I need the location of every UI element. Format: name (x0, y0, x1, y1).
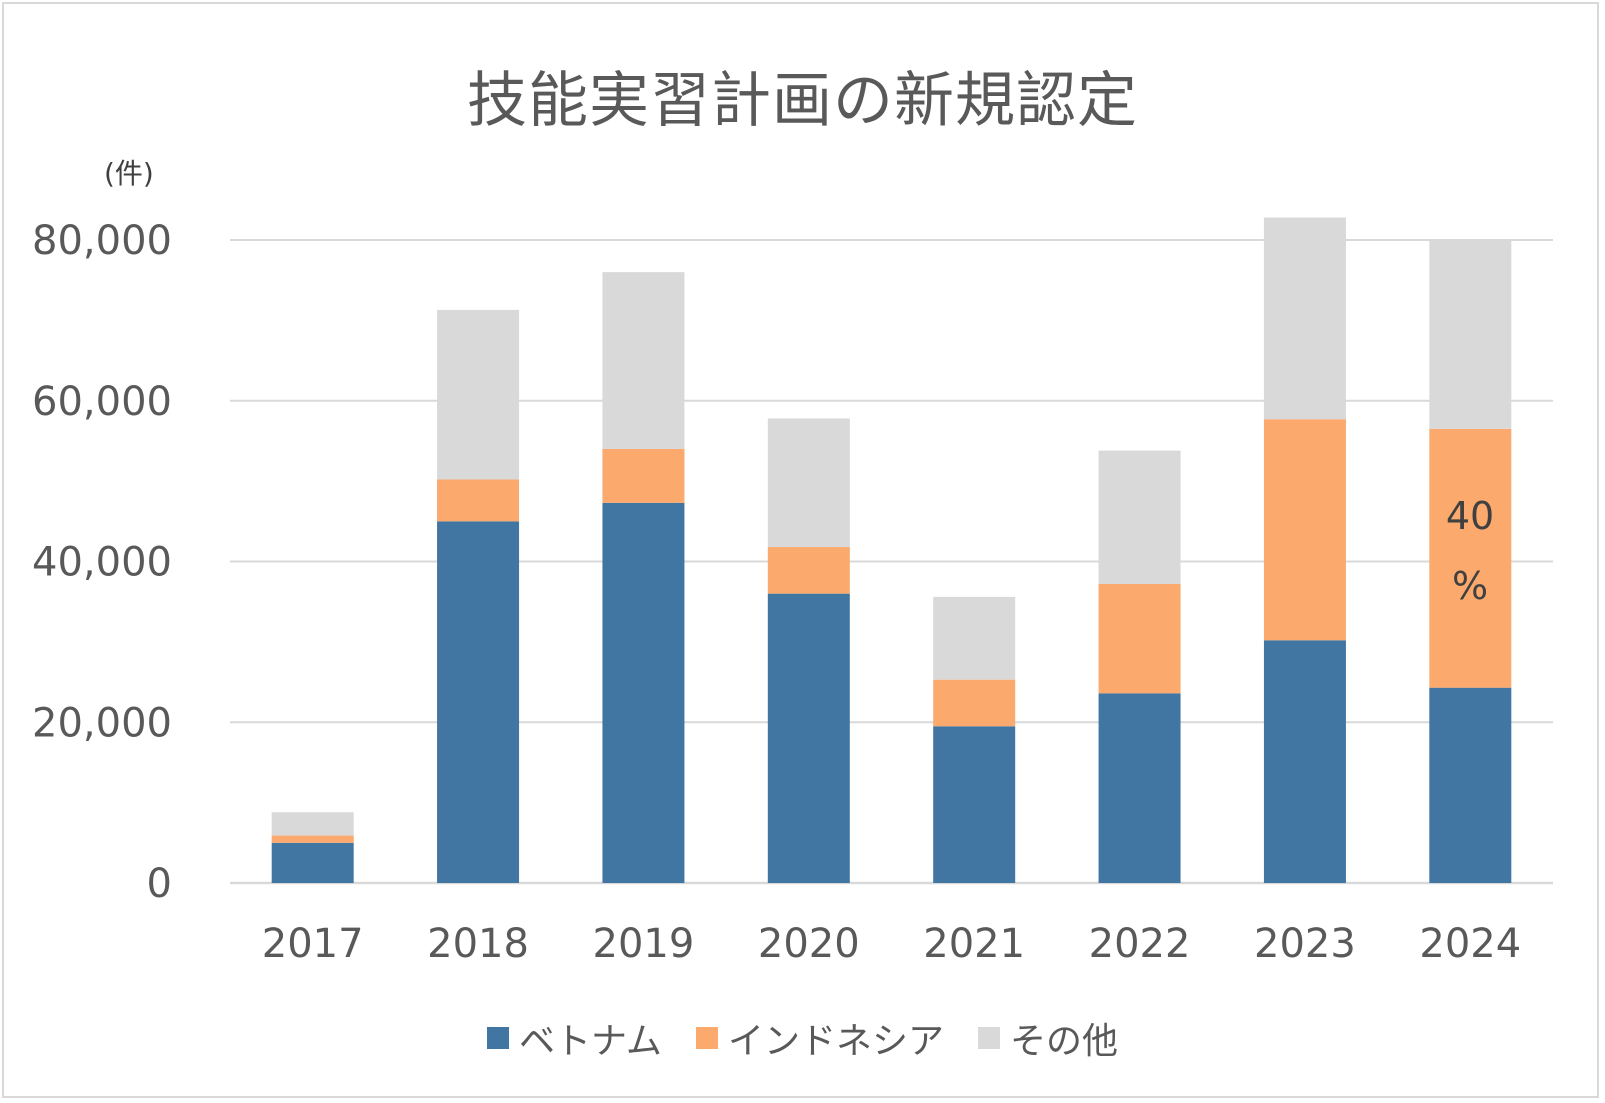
bar-2019-series-2 (602, 272, 685, 449)
bar-2018-series-2 (437, 309, 520, 480)
legend-label-vietnam: ベトナム (519, 1021, 662, 1062)
x-axis-ticks: 2017 2018 2019 2020 2021 2022 2023 2024 (262, 921, 1521, 967)
y-tick-label-40000: 40,000 (32, 540, 172, 586)
x-tick-label-2022: 2022 (1089, 921, 1191, 967)
x-tick-label-2019: 2019 (593, 921, 695, 967)
legend-label-indonesia: インドネシア (727, 1021, 944, 1062)
bar-2022-series-0 (1098, 693, 1181, 883)
bar-2019-series-1 (602, 448, 685, 503)
bar-2017-series-2 (271, 812, 354, 836)
bar-2023-series-0 (1263, 640, 1346, 883)
legend-item-indonesia: インドネシア (695, 1012, 944, 1064)
bar-2024-series-2 (1429, 240, 1512, 429)
bar-2020-series-0 (767, 593, 850, 883)
legend-label-other: その他 (1009, 1021, 1118, 1062)
bar-2020-series-2 (767, 418, 850, 548)
annotations: 40 % (1446, 494, 1494, 608)
legend-swatch-indonesia (695, 1027, 718, 1049)
y-tick-label-80000: 80,000 (32, 218, 172, 264)
annotation-40-percent-value: 40 (1446, 494, 1494, 538)
bar-2017-series-1 (271, 835, 354, 843)
legend-item-other: その他 (977, 1012, 1118, 1064)
y-axis-ticks: 0 20,000 40,000 60,000 80,000 (32, 218, 172, 907)
chart-legend: ベトナム インドネシア その他 (0, 1012, 1605, 1064)
x-tick-label-2018: 2018 (427, 921, 529, 967)
bar-2021-series-2 (933, 596, 1016, 680)
x-tick-label-2023: 2023 (1254, 921, 1356, 967)
gridlines (230, 239, 1553, 885)
annotation-40-percent-sign: % (1452, 564, 1488, 608)
bar-2018-series-1 (437, 479, 520, 522)
chart-title: 技能実習計画の新規認定 (467, 66, 1138, 136)
legend-swatch-other (977, 1027, 1000, 1049)
bar-2022-series-1 (1098, 584, 1181, 694)
bar-2023-series-1 (1263, 419, 1346, 641)
bars (271, 217, 1512, 883)
bar-2023-series-2 (1263, 217, 1346, 420)
legend-swatch-vietnam (487, 1027, 510, 1049)
x-tick-label-2020: 2020 (758, 921, 860, 967)
y-axis-unit-label: (件) (104, 157, 154, 190)
bar-2017-series-0 (271, 842, 354, 883)
legend-item-vietnam: ベトナム (487, 1012, 662, 1064)
bar-2024-series-0 (1429, 687, 1512, 883)
bar-2021-series-0 (933, 726, 1016, 883)
bar-2024-series-1 (1429, 428, 1512, 688)
bar-2018-series-0 (437, 521, 520, 883)
x-tick-label-2024: 2024 (1419, 921, 1521, 967)
bar-2020-series-1 (767, 547, 850, 594)
y-tick-label-60000: 60,000 (32, 379, 172, 425)
bar-2019-series-0 (602, 502, 685, 883)
bar-2021-series-1 (933, 679, 1016, 727)
x-tick-label-2021: 2021 (923, 921, 1025, 967)
y-tick-label-0: 0 (147, 861, 172, 907)
x-tick-label-2017: 2017 (262, 921, 364, 967)
y-tick-label-20000: 20,000 (32, 700, 172, 746)
bar-2022-series-2 (1098, 450, 1181, 585)
